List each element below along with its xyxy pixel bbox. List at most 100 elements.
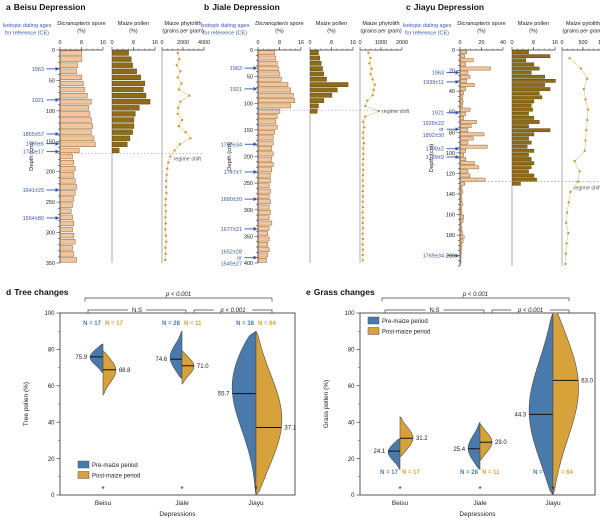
y-axis: 0 20 40 60 80 100 Grass pollen (%) — [323, 311, 360, 499]
svg-text:1000: 1000 — [598, 40, 600, 46]
svg-text:N = 17: N = 17 — [83, 321, 102, 327]
svg-text:2000: 2000 — [396, 40, 408, 46]
svg-text:80: 80 — [48, 348, 55, 354]
jiayu-post-violin — [255, 331, 283, 495]
svg-text:300: 300 — [244, 208, 253, 214]
panel-e-title: e Grass changes — [306, 287, 375, 297]
dating-header: Isotopic dating ages for reference (CE) — [201, 23, 250, 37]
svg-text:Dicranopteris spore: Dicranopteris spore — [255, 21, 304, 27]
svg-text:Maize pollen: Maize pollen — [518, 21, 549, 27]
svg-text:100: 100 — [244, 101, 253, 107]
significance-star: * — [180, 485, 183, 494]
svg-text:1892±30: 1892±30 — [423, 133, 444, 139]
svg-text:(grains per gram): (grains per gram) — [360, 29, 402, 35]
panel-a-label: a — [6, 2, 11, 12]
legend-post-label: Post-maize period — [92, 474, 140, 480]
significance-star: * — [551, 485, 554, 494]
svg-text:8: 8 — [330, 40, 333, 46]
violin-labels: 24.1 31.2 N = 17 N = 17 * Beisu 25.4 29.0 N = 28… — [374, 378, 594, 507]
svg-text:0: 0 — [459, 40, 462, 46]
panel-e-label: e — [306, 287, 311, 297]
jiale-pre-median-label: 25.4 — [453, 447, 465, 453]
depth-axis-label: Depth (cm) — [227, 142, 233, 171]
svg-text:200: 200 — [46, 170, 55, 176]
svg-text:1747±7: 1747±7 — [224, 170, 242, 176]
svg-text:160: 160 — [446, 213, 455, 219]
jiayu-pre-violin — [231, 330, 257, 495]
panel-jiale-depression: b Jiale Depression Isotopic dating ages fo… — [198, 0, 410, 285]
svg-text:N = 11: N = 11 — [184, 321, 202, 327]
svg-text:180: 180 — [446, 233, 455, 239]
beisu-pre-violin — [89, 343, 104, 374]
svg-text:100: 100 — [446, 151, 455, 157]
svg-text:Dicranopteris spore: Dicranopteris spore — [457, 21, 506, 27]
column-dicranopteris: Dicranopteris spore (%) 0 8 16 — [255, 21, 304, 263]
svg-text:1865±57: 1865±57 — [23, 132, 44, 138]
category-label: Jiale — [473, 500, 487, 507]
category-label: Jiale — [175, 500, 189, 507]
panel-b-title: b Jiale Depression — [204, 2, 280, 12]
svg-text:N = 38: N = 38 — [236, 321, 255, 327]
jiale-post-median-label: 71.0 — [197, 364, 209, 370]
regime-shift-label: regime shift — [174, 156, 202, 162]
svg-text:Dicranopteris spore: Dicranopteris spore — [57, 21, 106, 27]
svg-text:350: 350 — [46, 261, 55, 267]
svg-text:200: 200 — [446, 254, 455, 260]
pollen-bars — [60, 50, 96, 263]
violins — [387, 313, 579, 495]
significance-star: * — [254, 485, 257, 494]
svg-text:(%): (%) — [275, 29, 284, 35]
svg-text:100: 100 — [46, 109, 55, 115]
svg-text:1789±6: 1789±6 — [26, 142, 44, 148]
svg-text:1710±17: 1710±17 — [23, 150, 44, 156]
significance-star: * — [101, 485, 104, 494]
svg-text:80: 80 — [348, 348, 355, 354]
svg-text:200: 200 — [244, 155, 253, 161]
legend: Pre-maize period Post-maize period — [367, 316, 430, 336]
category-label: Beisu — [95, 500, 112, 507]
svg-text:(%): (%) — [129, 29, 138, 35]
svg-text:1963: 1963 — [432, 71, 444, 77]
svg-text:N = 11: N = 11 — [482, 470, 500, 476]
svg-text:150: 150 — [244, 128, 253, 134]
svg-text:N = 17: N = 17 — [380, 470, 399, 476]
svg-text:N = 28: N = 28 — [460, 470, 479, 476]
svg-text:1652±28: 1652±28 — [221, 250, 242, 256]
legend: Pre-maize period Post-maize period — [77, 460, 140, 480]
significance-brackets: p < 0.001 N.S p < 0.001 — [381, 292, 570, 314]
panel-jiayu-depression: c Jiayu Depression Isotopic dating ages fo… — [400, 0, 600, 285]
grass-violin-chart: p < 0.001 N.S p < 0.001 0 20 40 60 80 100 Grass p… — [323, 292, 596, 518]
svg-text:(%): (%) — [77, 29, 86, 35]
pollen-bars — [258, 50, 295, 263]
svg-text:140: 140 — [446, 192, 455, 198]
column-dicranopteris: Dicranopteris spore (%) 0 8 16 — [57, 21, 106, 263]
svg-text:40: 40 — [48, 420, 55, 426]
svg-text:250: 250 — [244, 181, 253, 187]
panel-a-name: Beisu Depression — [13, 2, 86, 12]
jiale-strat-chart: Isotopic dating ages for reference (CE) De… — [201, 21, 410, 268]
svg-text:p < 0.001: p < 0.001 — [219, 308, 245, 314]
significance-star: * — [478, 485, 481, 494]
panel-c-label: c — [406, 2, 411, 12]
svg-text:(grains per gram): (grains per gram) — [562, 29, 600, 35]
svg-text:for reference (CE): for reference (CE) — [203, 31, 247, 37]
svg-text:1921: 1921 — [432, 111, 444, 117]
svg-text:2000: 2000 — [177, 40, 189, 46]
panel-d-label: d — [6, 287, 12, 297]
dating-header: Isotopic dating ages for reference (CE) — [403, 23, 452, 37]
panel-tree-changes: d Tree changes p < 0.001 N.S p < 0.001 0 20 40… — [0, 285, 300, 518]
jiayu-post-median-label: 63.0 — [581, 378, 593, 384]
svg-text:0: 0 — [452, 48, 455, 54]
svg-text:100: 100 — [344, 311, 355, 317]
svg-text:8: 8 — [278, 40, 281, 46]
x-axis-label: Depressions — [459, 511, 496, 518]
panel-c-name: Jiayu Depression — [413, 2, 485, 12]
panel-b-label: b — [204, 2, 210, 12]
beisu-post-median-label: 31.2 — [416, 436, 428, 442]
svg-text:Isotopic dating ages: Isotopic dating ages — [3, 23, 52, 29]
svg-text:(%): (%) — [477, 29, 486, 35]
tree-violin-chart: p < 0.001 N.S p < 0.001 0 20 40 60 80 100 Tree po… — [23, 292, 297, 518]
legend-pre-label: Pre-maize period — [92, 463, 138, 469]
x-axis-label: Depressions — [159, 511, 196, 518]
beisu-pre-median-label: 75.9 — [75, 355, 87, 361]
